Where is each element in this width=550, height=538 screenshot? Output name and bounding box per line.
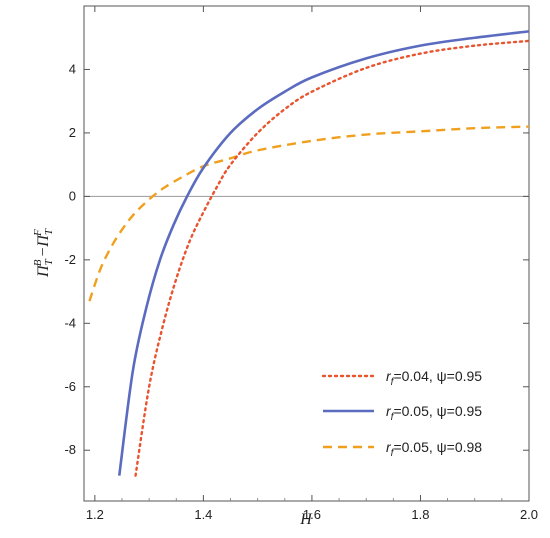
y-tick-label: -2 — [64, 252, 76, 267]
y-tick-label: -6 — [64, 379, 76, 394]
legend-var: r — [386, 403, 392, 419]
y-label-minus: − — [35, 247, 52, 258]
y-label-pi-b: Π — [35, 264, 52, 278]
legend-label-1: rf=0.04, ψ=0.95 — [386, 368, 482, 388]
x-tick-label: 1.4 — [194, 507, 212, 522]
y-label-sup-b: B — [32, 259, 44, 266]
legend-label-3: rf=0.05, ψ=0.98 — [386, 439, 482, 459]
x-tick-label: 2.0 — [520, 507, 538, 522]
series-line-1 — [134, 39, 531, 477]
y-tick-label: 0 — [69, 188, 76, 203]
legend-sub: f — [391, 412, 395, 423]
ticks: 1.2 1.4 1.6 1.8 2.0 -8 -6 -4 -2 0 2 4 — [64, 6, 538, 522]
x-axis-label: H — [299, 511, 313, 528]
legend-rest: =0.05, ψ=0.98 — [393, 439, 482, 455]
plot-frame — [83, 5, 530, 502]
series-line-2 — [117, 30, 530, 476]
legend-rest: =0.05, ψ=0.95 — [393, 403, 482, 419]
series-layer — [88, 30, 531, 477]
legend-sub: f — [391, 448, 395, 459]
x-tick-label: 1.2 — [86, 507, 104, 522]
y-tick-label: 2 — [69, 125, 76, 140]
y-label-pi-f: Π — [35, 234, 52, 248]
y-tick-label: 4 — [69, 61, 76, 76]
series-line-3 — [88, 125, 530, 302]
y-tick-label: -4 — [64, 315, 76, 330]
legend-var: r — [386, 368, 392, 384]
y-label-sub-t1: T — [43, 258, 55, 265]
x-tick-label: 1.8 — [411, 507, 429, 522]
y-axis-label: ΠTB−ΠTF — [32, 228, 55, 278]
x-tick-label: 1.6 — [303, 507, 321, 522]
svg-text:ΠTB−ΠTF: ΠTB−ΠTF — [32, 228, 55, 278]
legend-rest: =0.04, ψ=0.95 — [393, 368, 482, 384]
y-label-sub-t2: T — [43, 228, 55, 235]
legend-label-2: rf=0.05, ψ=0.95 — [386, 403, 482, 423]
y-tick-label: -8 — [64, 442, 76, 457]
legend-sub: f — [391, 377, 395, 388]
legend-var: r — [386, 439, 392, 455]
y-label-sup-f: F — [32, 229, 44, 237]
